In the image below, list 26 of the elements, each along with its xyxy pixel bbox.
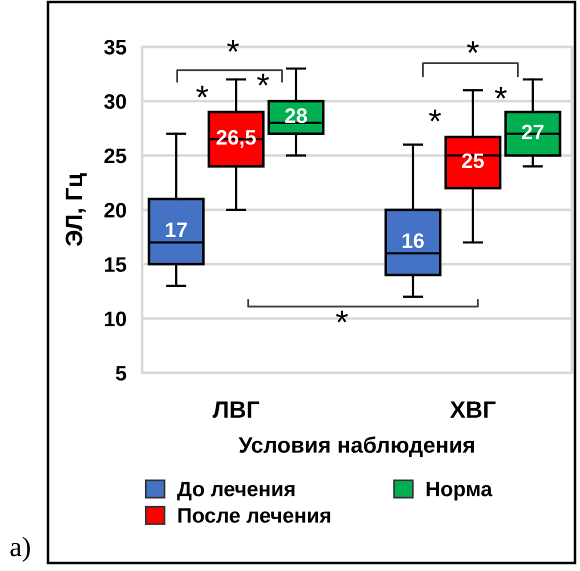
x-axis-title: Условия наблюдения xyxy=(238,436,474,458)
x-tick-label: ХВГ xyxy=(450,402,496,418)
y-tick-label: 15 xyxy=(104,257,126,272)
x-tick-label: ЛВГ xyxy=(212,402,260,418)
y-tick-label: 10 xyxy=(104,312,126,326)
y-tick-label: 20 xyxy=(104,202,126,218)
y-axis-title: ЭЛ, Гц xyxy=(66,173,87,246)
text: 16 xyxy=(402,233,424,248)
text: a) xyxy=(10,536,30,562)
annotation: * xyxy=(466,41,479,53)
legend-label: Норма xyxy=(426,482,492,500)
y-tick-label: 30 xyxy=(104,94,126,109)
legend-label: До лечения xyxy=(177,482,294,500)
annotation: * xyxy=(336,310,348,322)
y-tick-label: 35 xyxy=(104,40,126,55)
annotation: * xyxy=(257,74,270,86)
y-tick-label: 25 xyxy=(104,148,126,164)
annotation: * xyxy=(196,86,208,98)
text: 25 xyxy=(462,153,484,168)
annotation: * xyxy=(494,86,507,99)
y-tick-label: 5 xyxy=(116,366,126,381)
text: 28 xyxy=(285,108,307,124)
legend-label: После лечения xyxy=(178,508,330,523)
text: 17 xyxy=(166,222,187,237)
annotation: * xyxy=(429,110,441,122)
annotation: * xyxy=(227,40,239,52)
